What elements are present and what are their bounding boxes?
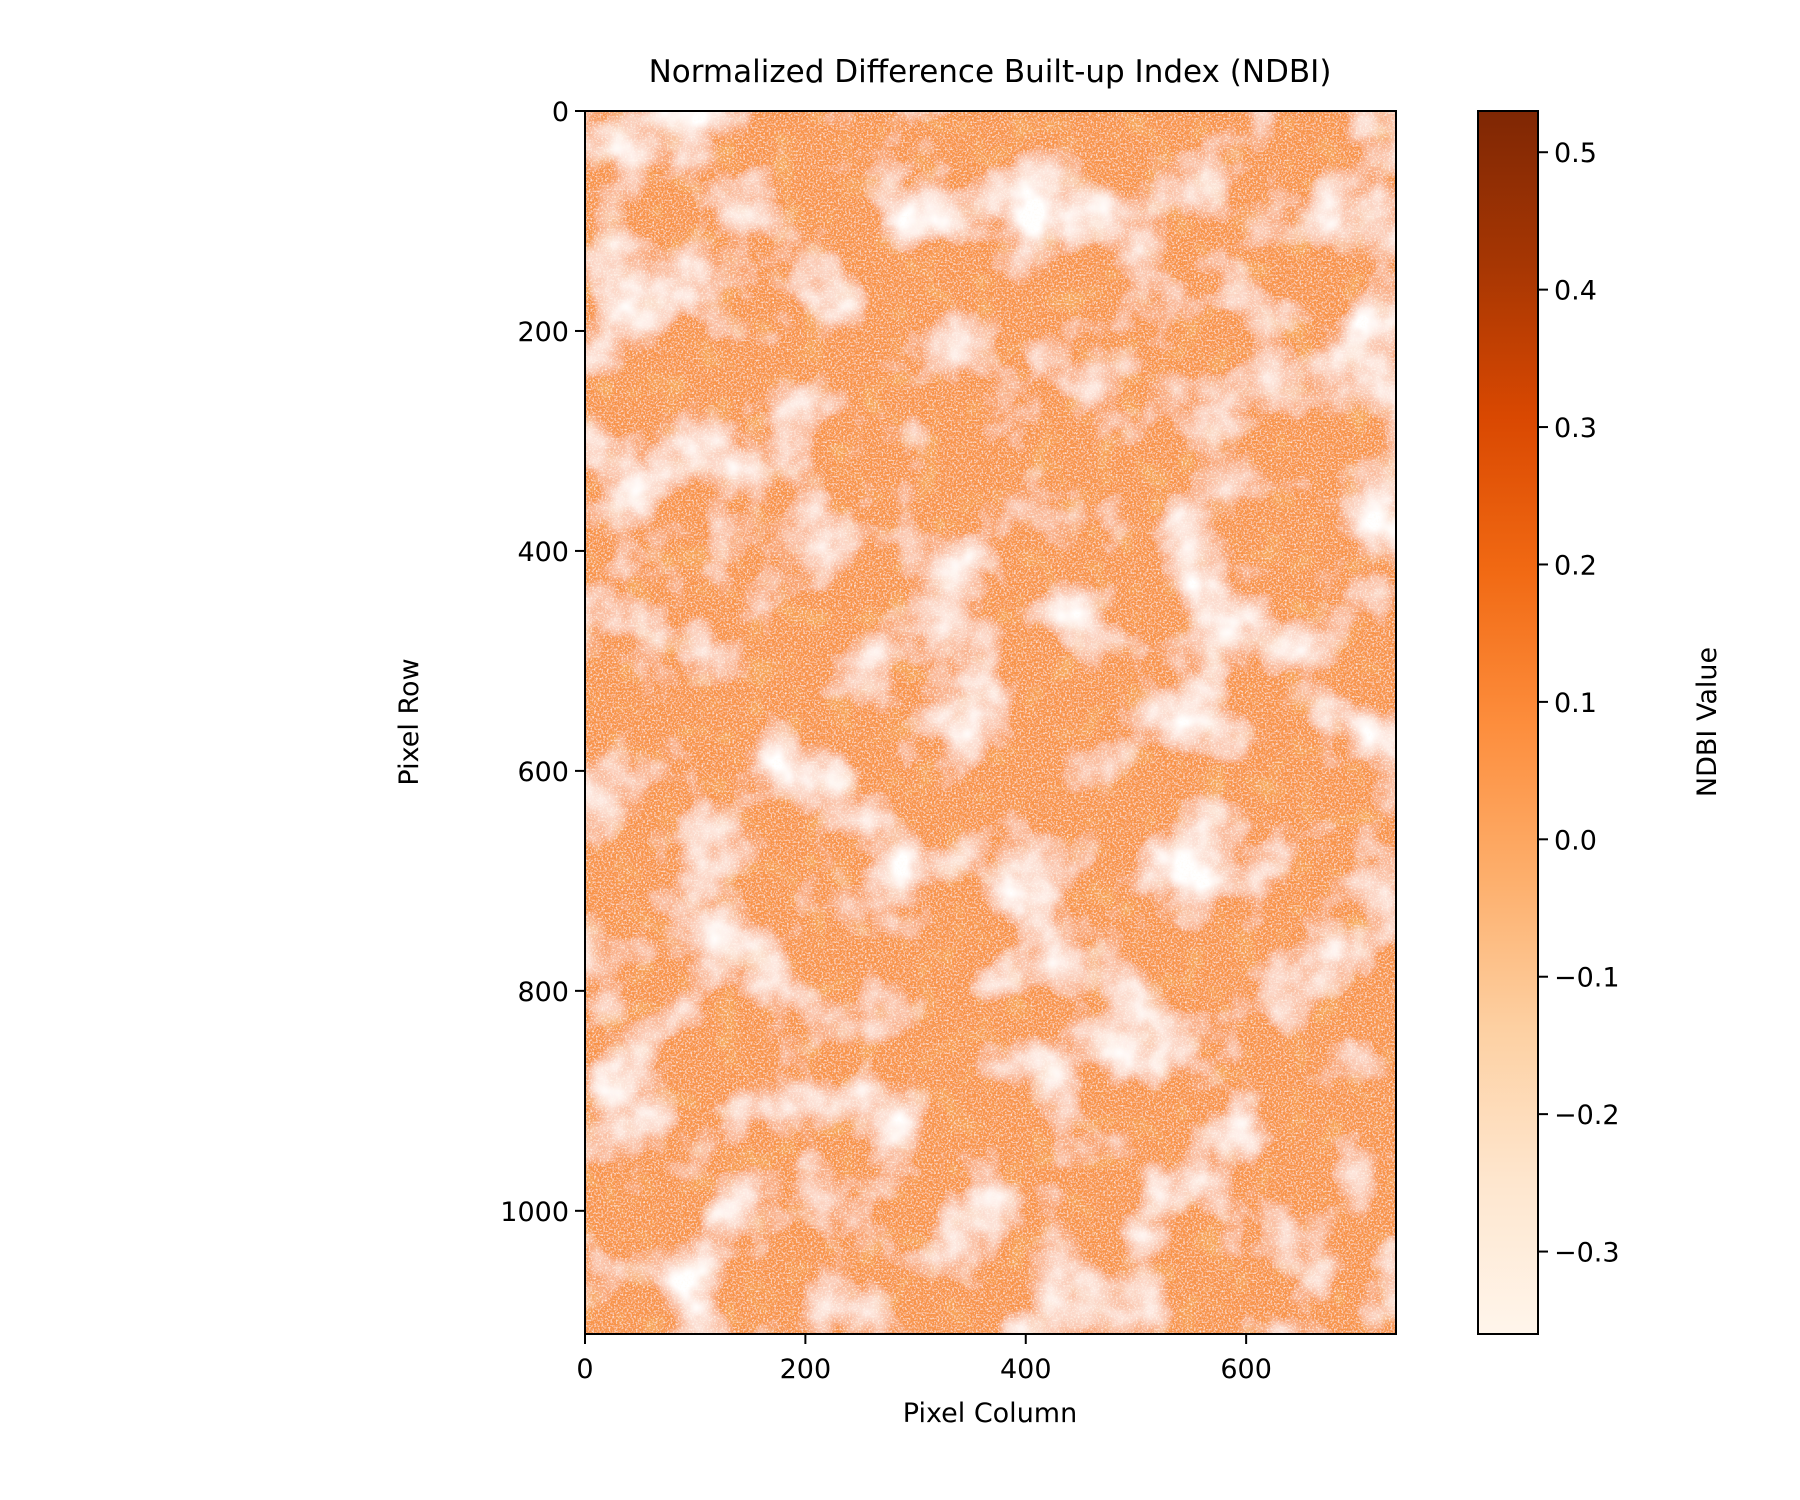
y-tick-label: 400 xyxy=(517,537,569,568)
x-axis-label: Pixel Column xyxy=(903,1398,1077,1429)
colorbar-tick-label: −0.1 xyxy=(1554,963,1620,994)
colorbar-ticks: 0.5 0.4 0.3 0.2 0.1 0.0 −0.1 −0.2 −0.3 xyxy=(1538,138,1620,1269)
y-tick-label: 0 xyxy=(552,97,569,128)
colorbar-tick-label: 0.0 xyxy=(1554,825,1597,856)
colorbar-tick-label: −0.3 xyxy=(1554,1238,1620,1269)
x-tick-label: 0 xyxy=(576,1354,593,1385)
image-frame xyxy=(584,110,1397,1335)
colorbar-tick-label: 0.5 xyxy=(1554,138,1597,169)
y-tick-label: 800 xyxy=(517,977,569,1008)
y-axis-ticks: 0 200 400 600 800 1000 xyxy=(500,97,585,1228)
y-tick-label: 600 xyxy=(517,757,569,788)
ndbi-image xyxy=(585,111,1396,1334)
y-tick-label: 1000 xyxy=(500,1197,569,1228)
colorbar-tick-label: 0.1 xyxy=(1554,688,1597,719)
x-tick-label: 400 xyxy=(1000,1354,1052,1385)
colorbar-tick-label: 0.2 xyxy=(1554,550,1597,581)
colorbar xyxy=(1477,110,1539,1335)
colorbar-tick-label: 0.3 xyxy=(1554,413,1597,444)
x-tick-label: 600 xyxy=(1220,1354,1272,1385)
colorbar-label: NDBI Value xyxy=(1692,647,1723,797)
x-tick-label: 200 xyxy=(780,1354,832,1385)
y-axis-label: Pixel Row xyxy=(394,658,425,785)
y-tick-label: 200 xyxy=(517,317,569,348)
x-axis-ticks: 0 200 400 600 xyxy=(576,1334,1272,1385)
ndbi-raster xyxy=(585,111,1396,1334)
colorbar-tick-label: −0.2 xyxy=(1554,1100,1620,1131)
colorbar-tick-label: 0.4 xyxy=(1554,276,1597,307)
chart-title: Normalized Difference Built-up Index (ND… xyxy=(649,54,1332,90)
